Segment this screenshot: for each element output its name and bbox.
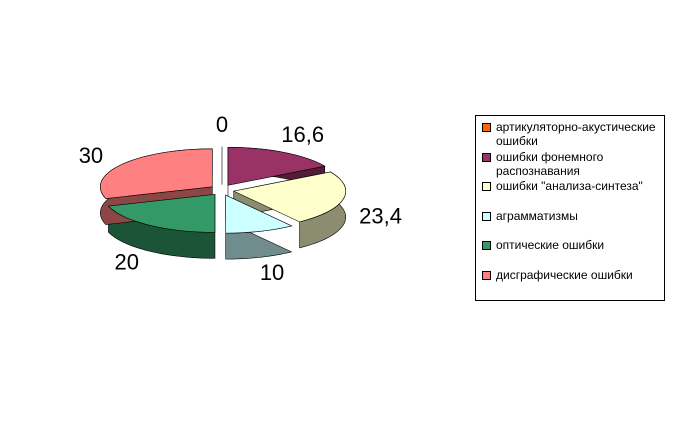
legend-swatch <box>482 123 491 132</box>
data-label: 16,6 <box>281 122 324 147</box>
slice <box>227 147 326 186</box>
legend-item: артикуляторно-акустические ошибки <box>482 120 662 150</box>
data-label: 20 <box>115 249 139 274</box>
legend-label: дисграфические ошибки <box>496 267 633 282</box>
legend-label: артикуляторно-акустические ошибки <box>496 120 656 148</box>
data-label: 0 <box>216 112 228 137</box>
legend-item: дисграфические ошибки <box>482 268 662 298</box>
legend-label: ошибки фонемного распознавания <box>496 149 604 178</box>
data-label: 23,4 <box>359 203 402 228</box>
legend-item: ошибки фонемного распознавания <box>482 150 662 180</box>
legend-label: ошибки "анализа-синтеза" <box>496 179 643 193</box>
slice <box>99 148 213 199</box>
legend-item: аграмматизмы <box>482 209 662 239</box>
slice <box>225 194 293 234</box>
data-label: 10 <box>260 260 284 285</box>
legend-label: аграмматизмы <box>496 208 578 223</box>
legend-swatch <box>482 182 491 191</box>
data-label: 30 <box>79 143 103 168</box>
legend-swatch <box>482 152 491 162</box>
legend-swatch <box>482 241 491 250</box>
legend: артикуляторно-акустические ошибки ошибки … <box>475 115 665 301</box>
legend-swatch <box>482 270 491 280</box>
legend-item: оптические ошибки <box>482 238 662 268</box>
legend-swatch <box>482 211 491 221</box>
legend-label: оптические ошибки <box>496 238 605 252</box>
legend-item: ошибки "анализа-синтеза" <box>482 179 662 209</box>
slice <box>232 171 347 223</box>
slice <box>107 194 216 233</box>
